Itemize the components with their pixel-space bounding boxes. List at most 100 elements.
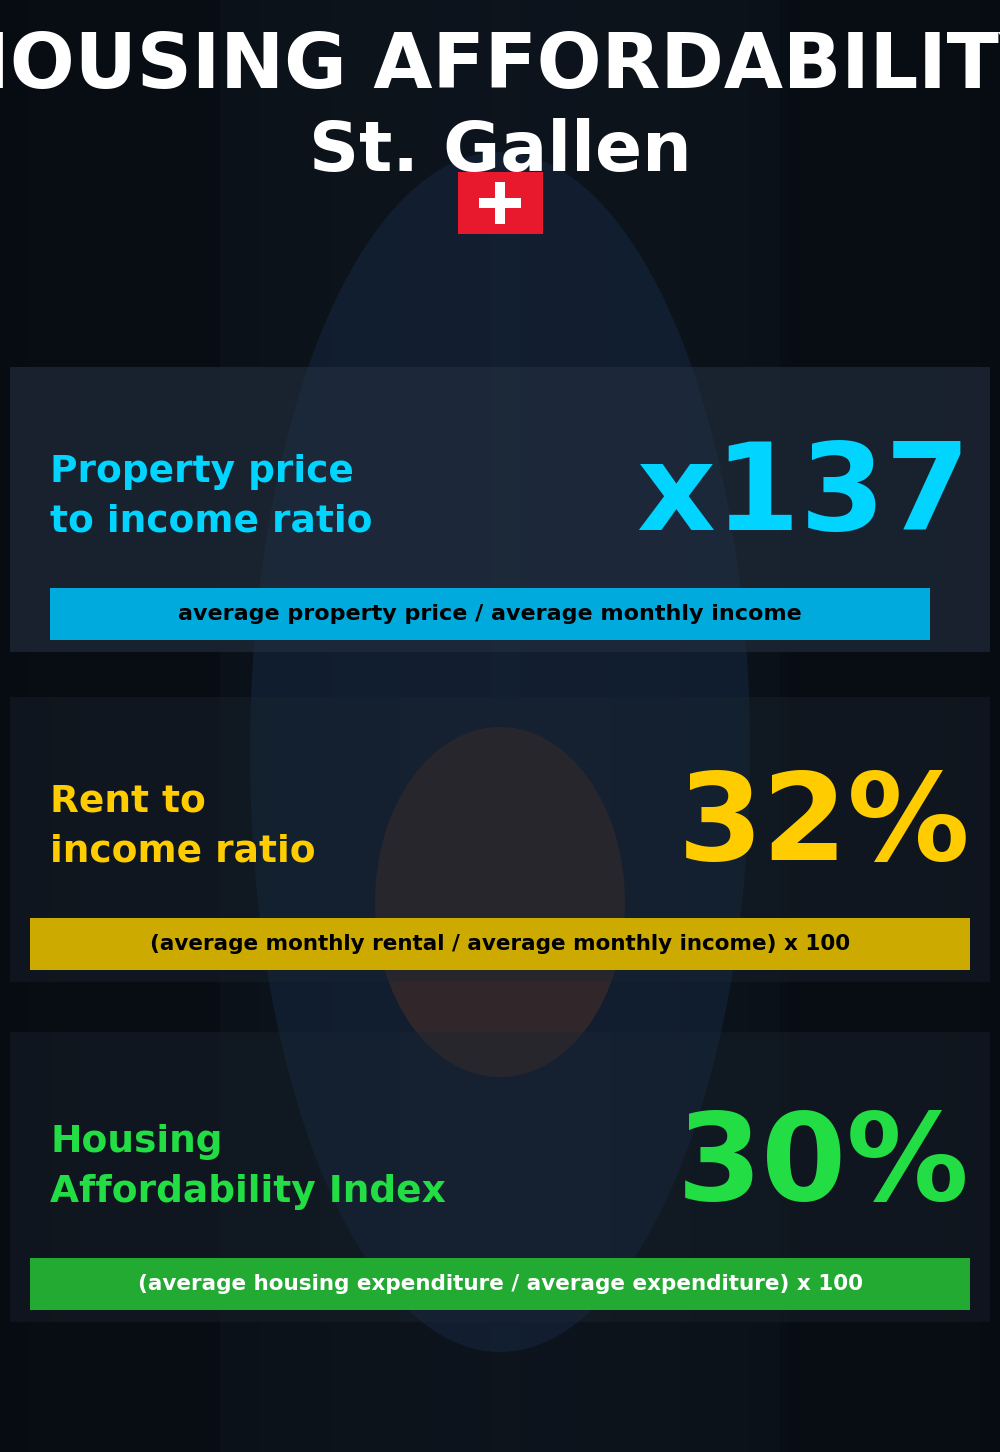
Bar — [940, 0, 950, 1452]
Bar — [210, 0, 220, 1452]
Bar — [10, 697, 990, 982]
Bar — [890, 0, 900, 1452]
Bar — [630, 0, 640, 1452]
Bar — [130, 0, 140, 1452]
Bar — [420, 0, 430, 1452]
Bar — [250, 0, 260, 1452]
Bar — [30, 0, 40, 1452]
Bar — [120, 0, 130, 1452]
Text: St. Gallen: St. Gallen — [309, 119, 691, 186]
Bar — [970, 0, 980, 1452]
Bar — [380, 0, 390, 1452]
Bar — [300, 0, 310, 1452]
Bar — [230, 0, 240, 1452]
Bar — [910, 0, 920, 1452]
Bar — [750, 0, 760, 1452]
Bar — [550, 0, 560, 1452]
Bar — [810, 0, 820, 1452]
Bar — [560, 0, 570, 1452]
Bar — [580, 0, 590, 1452]
Bar — [90, 0, 100, 1452]
Bar — [800, 0, 810, 1452]
Bar — [110, 0, 120, 1452]
Bar — [770, 0, 780, 1452]
Bar — [850, 0, 860, 1452]
Bar — [495, 182, 505, 224]
Bar — [790, 0, 800, 1452]
Bar — [70, 0, 80, 1452]
Bar — [310, 0, 320, 1452]
Bar — [360, 0, 370, 1452]
Bar — [10, 0, 20, 1452]
Bar — [450, 0, 460, 1452]
Bar — [290, 0, 300, 1452]
Bar — [320, 0, 330, 1452]
Text: 32%: 32% — [677, 768, 970, 886]
Bar — [820, 0, 830, 1452]
Text: x137: x137 — [636, 439, 970, 556]
Bar — [470, 0, 480, 1452]
Bar — [180, 0, 190, 1452]
Bar — [830, 0, 840, 1452]
Bar — [80, 0, 90, 1452]
Bar — [460, 0, 470, 1452]
Bar — [458, 171, 542, 234]
Bar — [40, 0, 50, 1452]
Bar — [370, 0, 380, 1452]
Bar — [570, 0, 580, 1452]
Bar — [840, 0, 850, 1452]
Bar — [780, 0, 1000, 1452]
Bar — [710, 0, 720, 1452]
Bar — [330, 0, 340, 1452]
Bar — [740, 0, 750, 1452]
Bar — [50, 588, 930, 640]
Bar — [640, 0, 650, 1452]
Bar — [990, 0, 1000, 1452]
Bar — [780, 0, 790, 1452]
Bar — [870, 0, 880, 1452]
Bar — [700, 0, 710, 1452]
Bar — [160, 0, 170, 1452]
Bar — [920, 0, 930, 1452]
Bar — [950, 0, 960, 1452]
Bar — [670, 0, 680, 1452]
Bar — [390, 0, 400, 1452]
Bar — [720, 0, 730, 1452]
Bar — [880, 0, 890, 1452]
Bar — [200, 0, 210, 1452]
Bar — [260, 0, 270, 1452]
Bar — [150, 0, 160, 1452]
Bar — [500, 0, 510, 1452]
Bar — [690, 0, 700, 1452]
Bar — [510, 0, 520, 1452]
Bar — [340, 0, 350, 1452]
Bar — [480, 0, 490, 1452]
Bar — [680, 0, 690, 1452]
Text: (average monthly rental / average monthly income) x 100: (average monthly rental / average monthl… — [150, 934, 850, 954]
Bar — [240, 0, 250, 1452]
Text: Property price
to income ratio: Property price to income ratio — [50, 454, 372, 540]
Bar — [440, 0, 450, 1452]
Bar — [960, 0, 970, 1452]
Bar — [0, 0, 220, 1452]
Bar — [430, 0, 440, 1452]
Bar — [900, 0, 910, 1452]
Bar — [60, 0, 70, 1452]
Bar — [490, 0, 500, 1452]
Text: 30%: 30% — [677, 1108, 970, 1225]
Bar — [620, 0, 630, 1452]
Bar — [400, 0, 410, 1452]
Bar — [410, 0, 420, 1452]
Bar — [10, 367, 990, 652]
Bar — [10, 1032, 990, 1321]
Bar — [30, 1257, 970, 1310]
Bar — [20, 0, 30, 1452]
Text: Rent to
income ratio: Rent to income ratio — [50, 784, 316, 870]
Bar — [590, 0, 600, 1452]
Ellipse shape — [375, 727, 625, 1077]
Bar — [220, 0, 230, 1452]
Bar — [350, 0, 360, 1452]
Bar — [30, 918, 970, 970]
Bar — [280, 0, 290, 1452]
Bar — [610, 0, 620, 1452]
